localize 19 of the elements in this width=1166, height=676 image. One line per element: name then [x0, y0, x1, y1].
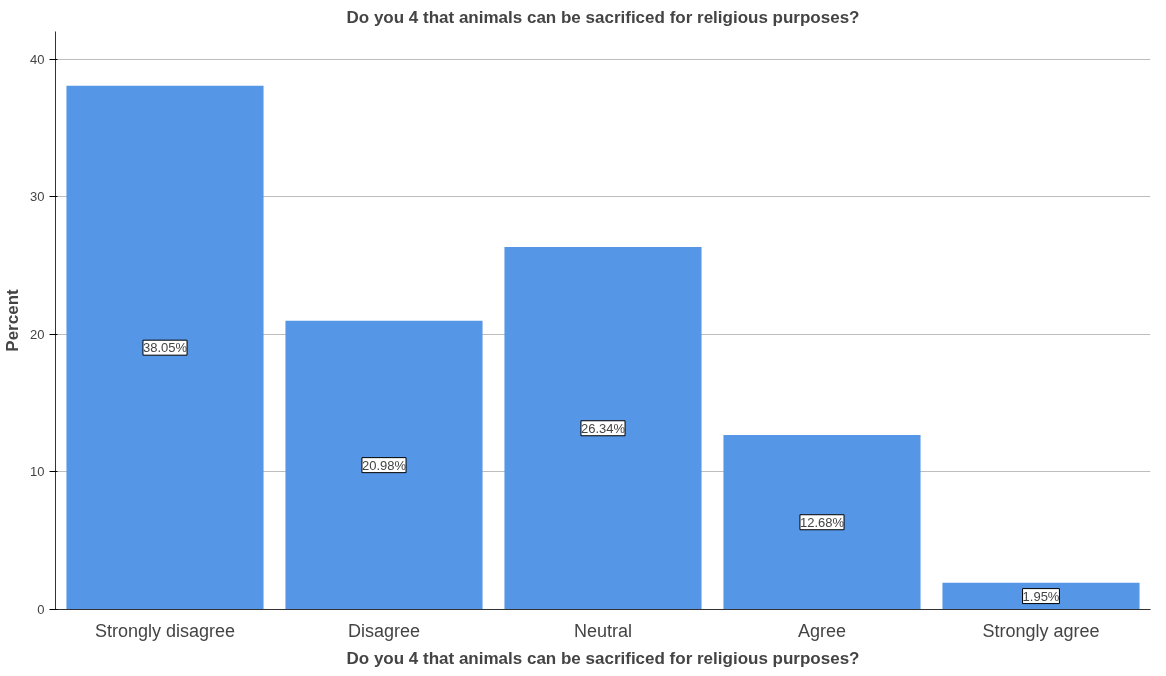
bar	[942, 582, 1140, 610]
y-tick-label: 0	[37, 602, 45, 617]
x-tick-label: Strongly agree	[982, 620, 1100, 641]
y-tick-label: 30	[30, 189, 45, 205]
x-tick-label: Strongly disagree	[94, 620, 236, 641]
data-label: 1.95%	[1022, 588, 1060, 604]
chart-title: Do you 4 that animals can be sacrificed for religious purposes?	[346, 7, 860, 27]
y-tick-label: 40	[30, 51, 45, 67]
y-axis-title: Percent	[3, 288, 23, 352]
y-tick-label: 20	[30, 326, 45, 342]
x-tick-label: Agree	[797, 620, 847, 641]
bar	[723, 435, 921, 610]
x-axis-title: Do you 4 that animals can be sacrificed for religious purposes?	[346, 648, 860, 668]
bar	[504, 247, 702, 610]
x-tick-label: Disagree	[347, 620, 421, 641]
bar	[285, 320, 483, 610]
bar	[66, 85, 264, 610]
x-tick-label: Neutral	[573, 620, 633, 641]
y-tick-label: 10	[30, 464, 45, 480]
